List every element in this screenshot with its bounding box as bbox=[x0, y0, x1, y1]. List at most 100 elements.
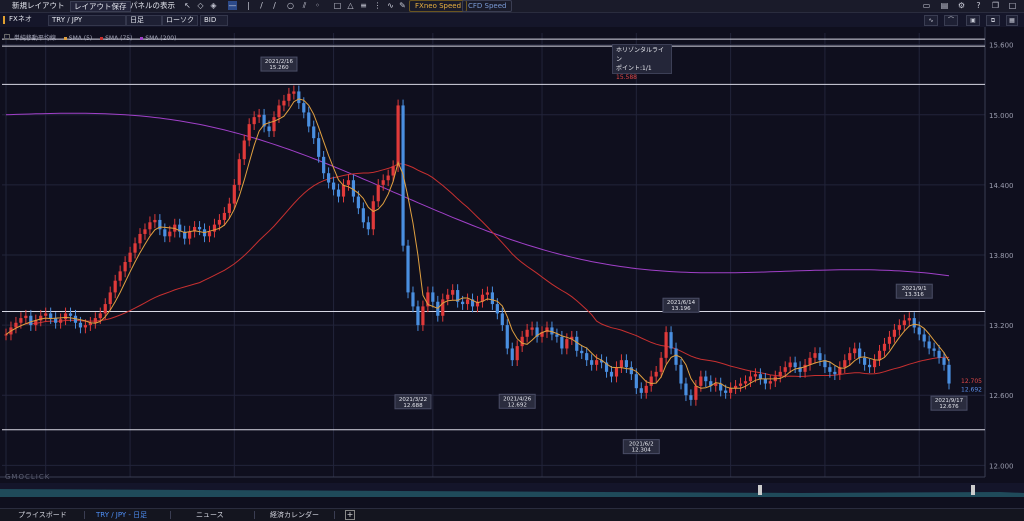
horizontal-line-icon[interactable]: — bbox=[228, 1, 237, 10]
candle-body bbox=[719, 383, 723, 391]
eraser-all-icon[interactable]: ◈ bbox=[210, 1, 217, 10]
triangle-icon[interactable]: △ bbox=[347, 1, 354, 10]
fxneo-speed-button[interactable]: FXneo Speed bbox=[409, 0, 468, 12]
top-toolbar: 新規レイアウト レイアウト保存 パネルの表示 ↖ ◇ ◈ — | / ∕ ○ ⫽… bbox=[0, 0, 1024, 13]
tab-economic-calendar[interactable]: 経済カレンダー bbox=[270, 511, 319, 519]
fibonacci-icon[interactable]: ≡ bbox=[360, 1, 367, 10]
tab-price-board[interactable]: プライスボード bbox=[18, 511, 67, 519]
sma200-line bbox=[5, 112, 950, 277]
vertical-line-icon[interactable]: | bbox=[247, 1, 250, 10]
candle-body bbox=[580, 350, 584, 354]
candle-body bbox=[530, 327, 534, 330]
cfd-speed-button[interactable]: CFD Speed bbox=[462, 0, 513, 12]
candle-type-select[interactable]: ローソク bbox=[162, 15, 198, 26]
candle-body bbox=[937, 350, 941, 358]
candle-body bbox=[679, 364, 683, 384]
sma5-swatch bbox=[63, 37, 67, 40]
new-layout-button[interactable]: 新規レイアウト bbox=[12, 1, 65, 10]
add-tab-icon[interactable]: + bbox=[345, 510, 355, 520]
eraser-icon[interactable]: ◇ bbox=[197, 1, 204, 10]
navigator-area bbox=[0, 489, 1024, 497]
annotation-value: 12.676 bbox=[939, 404, 959, 410]
candle-body bbox=[207, 231, 212, 237]
candle-body bbox=[614, 367, 619, 377]
price-type-select[interactable]: BID bbox=[200, 15, 228, 26]
tab-news[interactable]: ニュース bbox=[196, 511, 224, 519]
tab-separator bbox=[84, 511, 85, 519]
watermark-logo: GMOCLICK bbox=[5, 473, 51, 481]
chart-settings-icon[interactable]: ▦ bbox=[1006, 15, 1018, 26]
annotation-date: 2021/9/1 bbox=[902, 286, 927, 292]
navigator-handle-left bbox=[758, 485, 762, 495]
candle-body bbox=[376, 184, 380, 202]
trend-line-icon[interactable]: / bbox=[260, 1, 263, 10]
candle-body bbox=[461, 301, 465, 305]
rectangle-icon[interactable]: □ bbox=[333, 1, 342, 10]
candle-body bbox=[441, 299, 445, 316]
candle-body bbox=[838, 367, 842, 375]
restore-icon[interactable]: ❐ bbox=[991, 1, 1000, 10]
candle-body bbox=[396, 105, 400, 167]
candle-body bbox=[252, 117, 256, 125]
settings-icon[interactable]: ⚙ bbox=[957, 1, 966, 10]
candle-body bbox=[808, 357, 812, 365]
text-icon[interactable]: ∿ bbox=[387, 1, 394, 10]
candle-body bbox=[381, 180, 385, 185]
circle-icon[interactable]: ○ bbox=[287, 1, 294, 10]
candle-body bbox=[446, 294, 450, 300]
y-tick-label: 15.000 bbox=[989, 112, 1014, 120]
annotation-date: 2021/6/14 bbox=[667, 300, 696, 306]
candle-body bbox=[733, 385, 738, 389]
indicator-icon[interactable]: ⌒ bbox=[944, 15, 958, 26]
candle-body bbox=[748, 376, 753, 382]
channel-icon[interactable]: ◦ bbox=[315, 1, 320, 10]
candle-body bbox=[545, 327, 549, 333]
candle-body bbox=[917, 327, 921, 335]
ray-line-icon[interactable]: ∕ bbox=[273, 1, 276, 10]
fibonacci-fan-icon[interactable]: ⋮ bbox=[373, 1, 382, 10]
candle-body bbox=[942, 357, 946, 365]
candle-body bbox=[535, 327, 539, 337]
maximize-icon[interactable]: □ bbox=[1008, 1, 1017, 10]
chart-type-icon[interactable]: ∿ bbox=[924, 15, 938, 26]
tab-chart[interactable]: TRY / JPY - 日足 bbox=[96, 511, 148, 519]
copy-icon[interactable]: ⧉ bbox=[986, 15, 1000, 26]
candle-body bbox=[947, 364, 951, 384]
sma75-line bbox=[5, 163, 950, 378]
print-icon[interactable]: ▤ bbox=[940, 1, 949, 10]
pen-icon[interactable]: ✎ bbox=[399, 1, 406, 10]
candle-body bbox=[619, 360, 624, 368]
panel-display-button[interactable]: パネルの表示 bbox=[130, 1, 175, 10]
candle-body bbox=[24, 315, 28, 319]
candle-body bbox=[585, 353, 589, 361]
brand-label: FXネオ bbox=[9, 15, 32, 23]
y-tick-label: 13.800 bbox=[989, 252, 1014, 260]
help-icon[interactable]: ? bbox=[976, 1, 981, 10]
candle-body bbox=[599, 360, 604, 363]
price-chart[interactable]: 15.600 15.000 14.400 13.800 13.200 12.600 12.0… bbox=[0, 27, 1024, 497]
cursor-icon[interactable]: ↖ bbox=[184, 1, 191, 10]
candle-body bbox=[212, 224, 217, 232]
annotation-box bbox=[498, 393, 536, 409]
candle-body bbox=[257, 114, 261, 118]
window-icon[interactable]: ▭ bbox=[922, 1, 931, 10]
parallel-line-icon[interactable]: ⫽ bbox=[302, 1, 307, 10]
candle-body bbox=[302, 103, 306, 113]
candle-body bbox=[575, 336, 579, 351]
y-tick-label: 12.600 bbox=[989, 392, 1014, 400]
candle-body bbox=[123, 262, 127, 272]
candle-body bbox=[307, 112, 311, 127]
candle-body bbox=[366, 222, 370, 230]
symbol-select[interactable]: TRY / JPY bbox=[48, 15, 126, 26]
save-layout-button[interactable]: レイアウト保存 bbox=[70, 1, 131, 12]
candle-body bbox=[103, 304, 107, 314]
tab-separator bbox=[334, 511, 335, 519]
candle-body bbox=[431, 292, 435, 302]
legend-toggle-icon[interactable] bbox=[4, 34, 10, 40]
snapshot-icon[interactable]: ▣ bbox=[966, 15, 980, 26]
candle-body bbox=[426, 292, 430, 307]
candle-body bbox=[877, 350, 882, 361]
timeframe-select[interactable]: 日足 bbox=[126, 15, 162, 26]
indicator-legend: 単純移動平均線 SMA (5) SMA (75) SMA (200) bbox=[0, 34, 176, 43]
candle-body bbox=[565, 339, 569, 349]
